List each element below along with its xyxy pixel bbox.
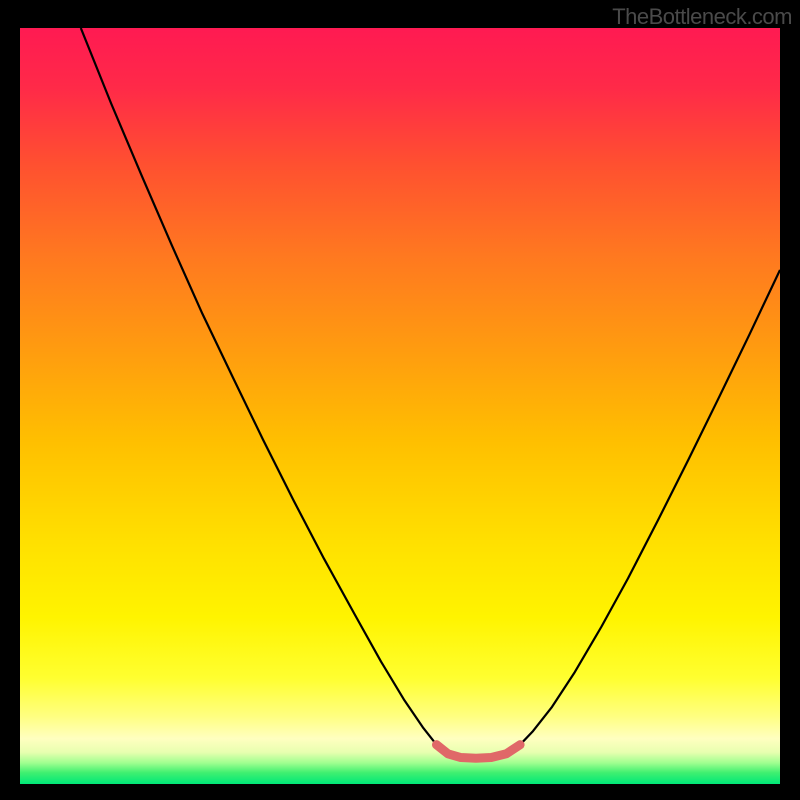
chart-plot-area <box>20 28 780 784</box>
bottleneck-highlight <box>436 745 520 759</box>
bottleneck-curve <box>81 28 780 758</box>
watermark-text: TheBottleneck.com <box>612 4 792 30</box>
chart-curve-layer <box>20 28 780 784</box>
